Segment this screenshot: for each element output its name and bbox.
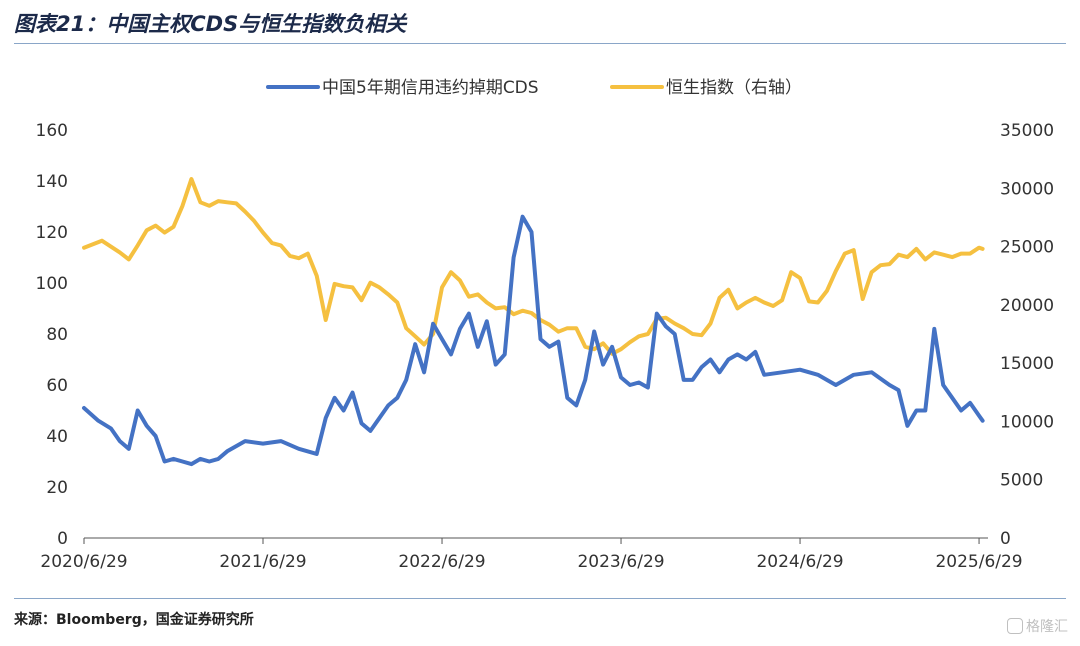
y-right-tick-label: 10000 — [1000, 412, 1054, 432]
figure-title: 图表21：中国主权CDS与恒生指数负相关 — [14, 12, 407, 36]
watermark: 格隆汇 — [1007, 616, 1068, 636]
y-right-tick-label: 30000 — [1000, 179, 1054, 199]
watermark-text: 格隆汇 — [1026, 619, 1068, 635]
x-tick-label: 2020/6/29 — [40, 552, 127, 572]
cds-series-line — [82, 214, 985, 467]
y-left-tick-label: 20 — [46, 478, 68, 498]
y-left-tick-label: 80 — [46, 325, 68, 345]
y-left-tick-label: 140 — [36, 172, 68, 192]
y-right-tick-label: 35000 — [1000, 121, 1054, 141]
legend-label-cds: 中国5年期信用违约掉期CDS — [322, 78, 539, 98]
legend: 中国5年期信用违约掉期CDS 恒生指数（右轴） — [266, 78, 802, 98]
x-tick-label: 2025/6/29 — [935, 552, 1022, 572]
y-left-tick-label: 120 — [36, 223, 68, 243]
x-tick-label: 2024/6/29 — [756, 552, 843, 572]
watermark-logo-icon — [1007, 618, 1023, 634]
hsi-series-line — [82, 177, 985, 356]
x-tick-label: 2022/6/29 — [398, 552, 485, 572]
footer-divider — [14, 598, 1066, 599]
legend-label-hsi: 恒生指数（右轴） — [666, 78, 802, 98]
y-left-tick-label: 0 — [57, 529, 68, 549]
title-divider — [14, 43, 1066, 44]
y-right-tick-label: 0 — [1000, 529, 1011, 549]
y-left-tick-label: 60 — [46, 376, 68, 396]
y-left-tick-label: 100 — [36, 274, 68, 294]
source-note: 来源：Bloomberg，国金证券研究所 — [14, 612, 254, 628]
y-right-tick-label: 25000 — [1000, 238, 1054, 258]
y-left-tick-label: 160 — [36, 121, 68, 141]
y-right-tick-label: 15000 — [1000, 354, 1054, 374]
y-right-tick-label: 20000 — [1000, 296, 1054, 316]
x-tick-label: 2023/6/29 — [577, 552, 664, 572]
y-right-tick-label: 5000 — [1000, 471, 1043, 491]
x-tick-label: 2021/6/29 — [219, 552, 306, 572]
y-left-tick-label: 40 — [46, 427, 68, 447]
chart: 中国5年期信用违约掉期CDS 恒生指数（右轴） 0 20 40 60 80 100 120 1… — [36, 78, 1055, 572]
